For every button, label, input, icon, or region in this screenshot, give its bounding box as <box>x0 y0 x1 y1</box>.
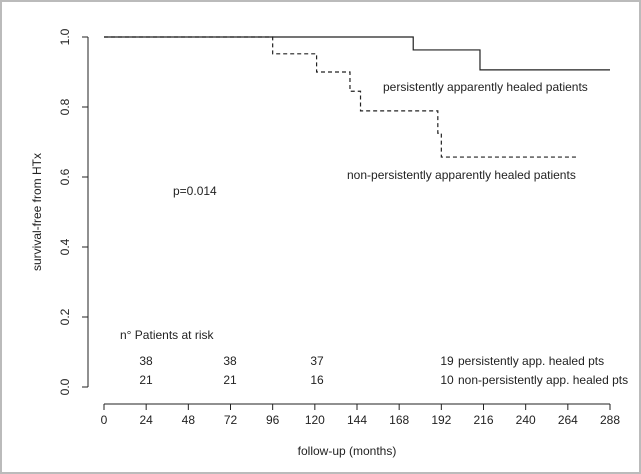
y-tick-label: 0.2 <box>58 308 72 325</box>
x-tick-label: 120 <box>305 413 325 427</box>
at-risk-count: 10 <box>440 373 454 387</box>
x-axis-label: follow-up (months) <box>298 444 397 458</box>
at-risk-count: 38 <box>223 354 237 368</box>
at-risk-count: 16 <box>310 373 324 387</box>
x-tick-label: 264 <box>558 413 578 427</box>
annotation: p=0.014 <box>173 184 217 198</box>
y-tick-label: 0.0 <box>58 378 72 395</box>
at-risk-count: 37 <box>310 354 324 368</box>
x-tick-label: 0 <box>101 413 108 427</box>
survival-curve <box>104 36 610 71</box>
y-tick-label: 0.6 <box>58 168 72 185</box>
x-tick-label: 240 <box>516 413 536 427</box>
x-tick-label: 144 <box>347 413 367 427</box>
x-tick-label: 96 <box>266 413 280 427</box>
x-tick-label: 288 <box>600 413 620 427</box>
at-risk-title: n° Patients at risk <box>120 328 215 342</box>
x-tick-label: 216 <box>473 413 493 427</box>
at-risk-count: 19 <box>440 354 454 368</box>
x-tick-label: 72 <box>224 413 238 427</box>
x-tick-label: 48 <box>182 413 196 427</box>
at-risk-label: non-persistently app. healed pts <box>458 373 628 387</box>
at-risk-count: 21 <box>139 373 153 387</box>
y-tick-label: 1.0 <box>58 28 72 45</box>
survival-curve <box>104 36 577 158</box>
x-tick-label: 24 <box>139 413 153 427</box>
x-tick-label: 192 <box>431 413 451 427</box>
y-axis-label: survival-free from HTx <box>30 153 44 271</box>
at-risk-label: persistently app. healed pts <box>458 354 604 368</box>
x-tick-label: 168 <box>389 413 409 427</box>
at-risk-count: 21 <box>223 373 237 387</box>
curve-label: non-persistently apparently healed patie… <box>347 168 576 182</box>
y-tick-label: 0.8 <box>58 98 72 115</box>
at-risk-count: 38 <box>139 354 153 368</box>
curve-label: persistently apparently healed patients <box>383 80 588 94</box>
y-tick-label: 0.4 <box>58 238 72 255</box>
